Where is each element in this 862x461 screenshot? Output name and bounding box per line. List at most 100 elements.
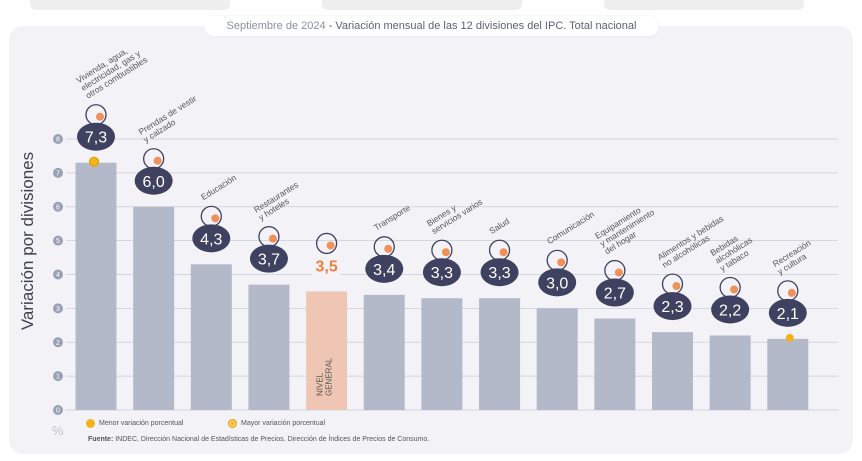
bar (306, 291, 348, 410)
bar (75, 162, 117, 410)
value-badge (249, 244, 288, 273)
bar (536, 308, 578, 410)
y-tick-bubble (53, 303, 63, 314)
category-icon (315, 232, 338, 255)
y-tick-label: 2 (56, 340, 60, 347)
category-label: Prendas de vestiry calzado (137, 93, 203, 144)
source-label: Fuente: (88, 436, 114, 443)
bar (421, 298, 463, 410)
y-tick-label: 8 (56, 137, 60, 144)
max-marker (88, 156, 100, 167)
title-date: Septiembre de 2024 (226, 20, 326, 32)
value-badge (711, 295, 750, 324)
category-icon (373, 236, 395, 258)
title-description: Variación mensual de las 12 divisiones d… (335, 20, 637, 32)
value-label: 3,5 (315, 258, 337, 275)
y-tick-bubble (53, 134, 63, 144)
category-icon-accent (384, 244, 393, 253)
value-label: 6,0 (143, 174, 165, 191)
bar (479, 298, 521, 410)
bar (363, 294, 405, 410)
value-badge (307, 251, 346, 280)
legend-max-dot (228, 419, 237, 428)
bar (594, 318, 636, 410)
category-icon-accent (441, 248, 450, 257)
value-label: 2,7 (604, 286, 626, 303)
y-tick-bubble (53, 269, 63, 280)
top-tab-2 (322, 0, 522, 10)
y-tick-label: 3 (56, 306, 60, 313)
title-separator: - (325, 20, 336, 32)
legend-max: Mayor variación porcentual (228, 419, 325, 428)
value-badge (134, 166, 173, 195)
category-label: Equipamientoy mantenimientodel hogar (593, 199, 661, 256)
value-label: 3,3 (488, 265, 510, 282)
value-badge (768, 298, 807, 327)
value-label: 4,3 (200, 231, 222, 248)
value-badge (77, 122, 115, 151)
bar (767, 338, 809, 410)
category-icon (488, 239, 511, 261)
value-badge (192, 224, 231, 253)
category-icon-accent (153, 156, 162, 165)
chart-title: Septiembre de 2024 - Variación mensual d… (204, 16, 659, 36)
category-icon-accent (326, 241, 335, 250)
category-label: Salud (487, 216, 511, 236)
min-marker (785, 333, 794, 342)
value-label: 3,4 (373, 262, 395, 279)
legend-min: Menor variación porcentual (86, 419, 183, 428)
y-tick-label: 0 (56, 408, 60, 415)
value-label: 2,3 (661, 299, 683, 316)
legend-min-label: Menor variación porcentual (99, 420, 184, 427)
category-icon (85, 104, 107, 126)
y-tick-label: 7 (56, 170, 60, 177)
category-icon-accent (672, 282, 681, 291)
category-icon (258, 226, 280, 248)
category-label: NIVELGENERAL (316, 357, 334, 396)
value-label: 2,2 (719, 302, 741, 319)
legend-min-dot (86, 419, 95, 428)
category-icon (777, 280, 799, 302)
category-label: Vivienda, agua,electricidad, gas yotros … (74, 39, 149, 100)
value-label: 3,3 (431, 265, 453, 282)
top-tab-1 (30, 0, 230, 10)
category-label: Recreacióny cultura (771, 238, 818, 277)
value-label: 3,0 (546, 275, 568, 292)
value-label: 3,7 (258, 252, 280, 269)
category-icon-accent (211, 214, 220, 223)
category-icon-accent (787, 288, 796, 297)
value-label: 2,1 (777, 306, 799, 323)
category-label-line: Salud (487, 216, 511, 236)
bar (709, 335, 751, 410)
category-icon (604, 259, 626, 282)
category-icon-accent (268, 234, 277, 243)
value-badge (538, 268, 577, 297)
source-text: INDEC, Dirección Nacional de Estadística… (113, 436, 430, 443)
category-icon (200, 205, 222, 227)
bar (133, 206, 175, 410)
y-tick-label: 5 (56, 238, 60, 245)
category-icon-accent (614, 268, 623, 277)
source-note: Fuente: INDEC, Dirección Nacional de Est… (88, 436, 429, 443)
category-icon-accent (730, 285, 739, 294)
category-label: Restaurantesy hoteles (252, 179, 305, 222)
y-tick-label: 1 (56, 374, 60, 381)
category-icon (719, 276, 741, 299)
category-icon-accent (499, 248, 508, 257)
bar (190, 264, 232, 410)
y-tick-bubble (53, 201, 63, 212)
category-icon-accent (557, 258, 566, 267)
category-label: Bebidasalcohólicasy tabaco (708, 227, 759, 273)
category-label: Educación (199, 172, 238, 202)
y-tick-label: 4 (56, 272, 60, 279)
value-badge (595, 278, 634, 307)
value-badge (653, 292, 692, 321)
category-icon (546, 249, 568, 272)
bar (652, 332, 693, 410)
value-badge (422, 258, 461, 287)
y-unit-label: % (52, 423, 64, 438)
category-icon (431, 239, 453, 261)
y-tick-label: 6 (56, 204, 60, 211)
category-icon (142, 148, 165, 170)
